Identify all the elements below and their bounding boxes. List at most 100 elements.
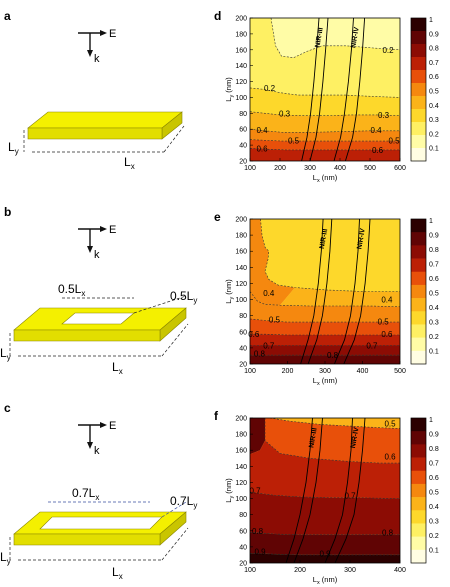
contour-label: 0.8 (327, 351, 339, 360)
panel-b-letter: b (4, 205, 11, 219)
x-tick-label: 300 (344, 567, 356, 574)
bar-front-face (27, 127, 163, 140)
bar-hole (61, 312, 135, 325)
field-band-0.3 (250, 87, 400, 116)
y-tick-label: 200 (235, 16, 247, 23)
resonance-line-1 (300, 219, 324, 364)
contour-label: 0.6 (381, 330, 393, 339)
bar-hole (39, 516, 163, 530)
nir-label-1: NIR-III (308, 427, 318, 448)
plot-frame (249, 17, 401, 162)
x-tick-label: 500 (364, 165, 376, 172)
contour-label: 0.2 (382, 46, 394, 55)
contour-label: 0.5 (384, 420, 396, 429)
lx-guide-end (161, 323, 189, 357)
x-tick-label: 200 (274, 165, 286, 172)
field-band-1 (250, 553, 400, 563)
panel-a: a E k Ly Lx (4, 9, 185, 171)
contour-label: 0.8 (254, 350, 266, 359)
colorbar-tick-label: 0.1 (429, 548, 439, 555)
colorbar-tick-label: 1 (429, 417, 433, 424)
colorbar: 1 0.9 0.8 0.7 0.6 0.5 0.4 0.3 0.2 0.1 (410, 17, 439, 162)
x-tick-label: 400 (394, 567, 406, 574)
colorbar-tick-label: 0.7 (429, 60, 439, 67)
x-tick-label: 100 (244, 567, 256, 574)
contour-line-0.5 (250, 318, 400, 323)
colorbar-segment (411, 83, 426, 97)
colorbar-segment (411, 245, 426, 259)
colorbar-tick-label: 0.2 (429, 334, 439, 341)
resonance-line-3 (333, 18, 354, 161)
field-axes-c: E k (78, 420, 116, 457)
panel-letter: f (214, 409, 219, 423)
nanobar-large-hole: 0.7Lx 0.7Ly Ly Lx (0, 486, 197, 581)
contour-line-0.5 (269, 418, 400, 429)
y-tick-label: 180 (235, 432, 247, 439)
colorbar: 1 0.9 0.8 0.7 0.6 0.5 0.4 0.3 0.2 0.1 (410, 218, 439, 365)
colorbar-segment (411, 536, 426, 551)
colorbar-segment (411, 431, 426, 445)
plot-frame (249, 417, 401, 564)
x-tick-label: 400 (334, 165, 346, 172)
nanobar-half-hole: 0.5Lx 0.5Ly Ly Lx (0, 282, 197, 376)
k-vector-label: k (94, 445, 100, 457)
contour-label: 0.4 (370, 126, 382, 135)
resonance-line-3 (333, 219, 360, 364)
colorbar-tick-label: 0.7 (429, 262, 439, 269)
colorbar-tick-label: 0.8 (429, 46, 439, 53)
colorbar-segment (411, 470, 426, 485)
x-tick-label: 200 (282, 368, 294, 375)
colorbar-frame (410, 218, 427, 365)
colorbar-segment (411, 44, 426, 58)
contour-label: 0.7 (366, 341, 378, 350)
lx-guide-end (161, 527, 189, 561)
contour-label: 0.6 (248, 330, 260, 339)
colorbar-segment (411, 284, 426, 299)
colorbar-tick-label: 0.6 (429, 276, 439, 283)
contour-label: 0.7 (263, 341, 275, 350)
y-tick-label: 20 (239, 159, 247, 166)
x-tick-label: 100 (244, 368, 256, 375)
colorbar-tick-label: 0.4 (429, 305, 439, 312)
colorbar-tick-label: 0.4 (429, 103, 439, 110)
field-band-0.6 (265, 418, 400, 464)
y-tick-label: 100 (235, 297, 247, 304)
y-axis-label: Ly (nm) (224, 478, 235, 503)
y-axis-label: Ly (nm) (224, 77, 235, 102)
field-axes-b: E k (78, 224, 116, 261)
y-tick-label: 20 (239, 362, 247, 369)
colorbar-segment (411, 298, 426, 312)
colorbar-tick-label: 0.9 (429, 432, 439, 439)
contour-label: 0.6 (256, 144, 268, 153)
x-axis-label: Lx (nm) (313, 376, 338, 387)
lx-label: Lx (124, 155, 135, 171)
resonance-line-2 (309, 18, 329, 161)
contour-label: 0.7 (249, 487, 261, 496)
contour-label: 0.6 (372, 146, 384, 155)
field-band-0.8 (250, 345, 400, 356)
x-tick-label: 300 (319, 368, 331, 375)
y-tick-label: 20 (239, 561, 247, 568)
e-field-label: E (109, 28, 116, 40)
colorbar-tick-label: 0.3 (429, 117, 439, 124)
panel-a-letter: a (4, 9, 11, 23)
x-tick-label: 400 (357, 368, 369, 375)
field-band-0.5 (250, 291, 400, 323)
field-map (250, 219, 400, 364)
contour-label: 0.8 (382, 528, 394, 537)
nanobar-solid: Ly Lx (8, 111, 185, 171)
plot-d: 0.2 0.3 0.4 0.5 0.6 0.2 0.3 0.4 0.5 0.6 NIR-III NIR… (214, 9, 439, 184)
colorbar-tick-label: 0.8 (429, 446, 439, 453)
e-field-arrowhead (100, 226, 107, 232)
y-tick-label: 80 (239, 111, 247, 118)
nir-label-1: NIR-III (314, 27, 324, 48)
y-tick-label: 160 (235, 448, 247, 455)
resonance-line-4 (344, 18, 366, 161)
y-tick-label: 60 (239, 528, 247, 535)
y-tick-label: 40 (239, 143, 247, 150)
colorbar-tick-label: 0.2 (429, 533, 439, 540)
colorbar-segment (411, 135, 426, 149)
plot-f: 0.5 0.6 0.7 0.7 0.8 0.8 0.9 0.9 NIR-III NIR-IV 100… (214, 409, 439, 586)
resonance-line-2 (307, 219, 333, 364)
contour-line-0.2 (250, 87, 400, 98)
